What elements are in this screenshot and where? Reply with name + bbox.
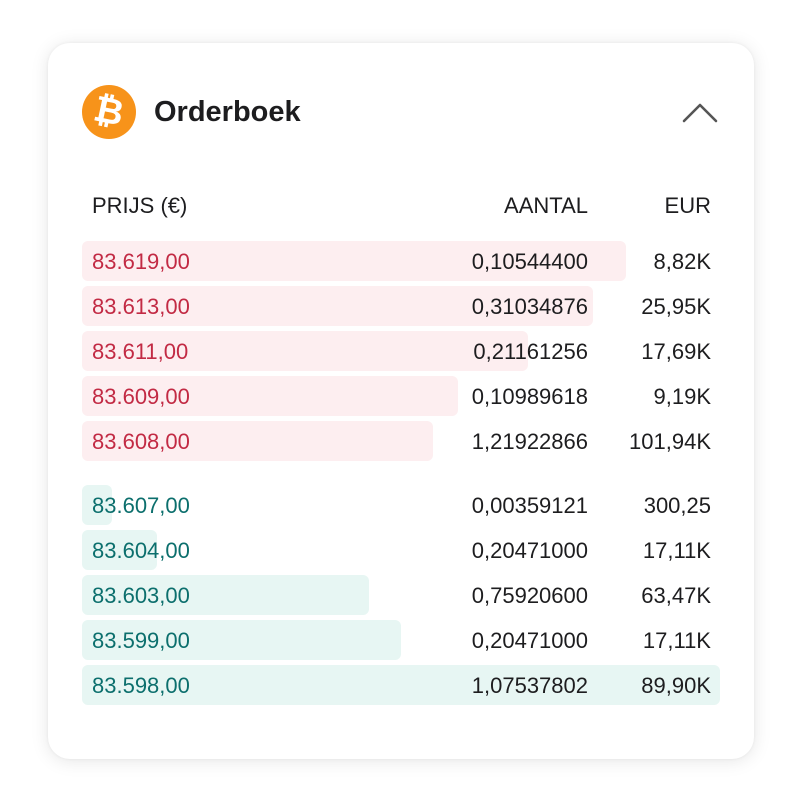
order-row[interactable]: 83.619,00 0,10544400 8,82K <box>82 241 720 281</box>
ask-rows: 83.619,00 0,10544400 8,82K 83.613,00 0,31034… <box>82 241 720 466</box>
order-price: 83.609,00 <box>92 384 190 409</box>
order-amount: 0,31034876 <box>471 294 588 319</box>
order-eur-total: 63,47K <box>641 583 711 608</box>
orderbook-card: ₿ Orderboek PRIJS (€) AANTAL EUR 83.619,… <box>48 43 754 759</box>
order-row[interactable]: 83.604,00 0,20471000 17,11K <box>82 530 720 570</box>
order-eur-total: 89,90K <box>641 673 711 698</box>
order-row[interactable]: 83.599,00 0,20471000 17,11K <box>82 620 720 660</box>
column-headers: PRIJS (€) AANTAL EUR <box>82 193 720 223</box>
order-price: 83.611,00 <box>92 339 189 364</box>
depth-bar <box>82 421 433 461</box>
order-row[interactable]: 83.603,00 0,75920600 63,47K <box>82 575 720 615</box>
order-eur-total: 25,95K <box>641 294 711 319</box>
order-eur-total: 9,19K <box>653 384 712 409</box>
order-amount: 1,21922866 <box>471 429 588 454</box>
column-header-amount: AANTAL <box>504 193 588 218</box>
orderbook-title: Orderboek <box>154 96 301 128</box>
order-price: 83.599,00 <box>92 628 190 653</box>
column-header-eur: EUR <box>664 193 711 218</box>
order-price: 83.607,00 <box>92 493 190 518</box>
order-amount: 0,75920600 <box>471 583 588 608</box>
order-amount: 0,10989618 <box>471 384 588 409</box>
order-row[interactable]: 83.613,00 0,31034876 25,95K <box>82 286 720 326</box>
order-amount: 0,21161256 <box>473 339 588 364</box>
order-price: 83.603,00 <box>92 583 190 608</box>
order-eur-total: 300,25 <box>643 493 711 518</box>
column-header-price: PRIJS (€) <box>92 193 188 218</box>
order-amount: 0,20471000 <box>471 628 588 653</box>
order-amount: 0,00359121 <box>471 493 588 518</box>
order-eur-total: 17,11K <box>642 538 711 563</box>
order-row[interactable]: 83.608,00 1,21922866 101,94K <box>82 421 720 461</box>
order-amount: 1,07537802 <box>471 673 588 698</box>
order-price: 83.613,00 <box>92 294 190 319</box>
depth-bar <box>82 376 459 416</box>
order-price: 83.598,00 <box>92 673 190 698</box>
depth-bar <box>82 331 528 371</box>
bid-rows: 83.607,00 0,00359121 300,25 83.604,00 0,2047… <box>82 485 720 710</box>
depth-bar <box>82 241 626 281</box>
order-eur-total: 101,94K <box>629 429 711 454</box>
order-eur-total: 8,82K <box>653 249 712 274</box>
depth-bar <box>82 286 594 326</box>
depth-bar <box>82 620 401 660</box>
depth-bar <box>82 665 720 705</box>
order-eur-total: 17,69K <box>641 339 711 364</box>
chevron-up-icon <box>682 103 718 123</box>
depth-bar <box>82 575 370 615</box>
order-price: 83.608,00 <box>92 429 190 454</box>
order-row[interactable]: 83.598,00 1,07537802 89,90K <box>82 665 720 705</box>
orderbook-header: ₿ Orderboek <box>82 85 720 141</box>
order-eur-total: 17,11K <box>642 628 711 653</box>
depth-bar <box>82 485 112 525</box>
collapse-button[interactable] <box>680 95 720 135</box>
bitcoin-icon: ₿ <box>82 85 136 139</box>
order-row[interactable]: 83.609,00 0,10989618 9,19K <box>82 376 720 416</box>
order-price: 83.604,00 <box>92 538 190 563</box>
order-price: 83.619,00 <box>92 249 190 274</box>
depth-bar <box>82 530 158 570</box>
order-amount: 0,20471000 <box>471 538 588 563</box>
order-amount: 0,10544400 <box>471 249 588 274</box>
order-row[interactable]: 83.607,00 0,00359121 300,25 <box>82 485 720 525</box>
order-row[interactable]: 83.611,00 0,21161256 17,69K <box>82 331 720 371</box>
